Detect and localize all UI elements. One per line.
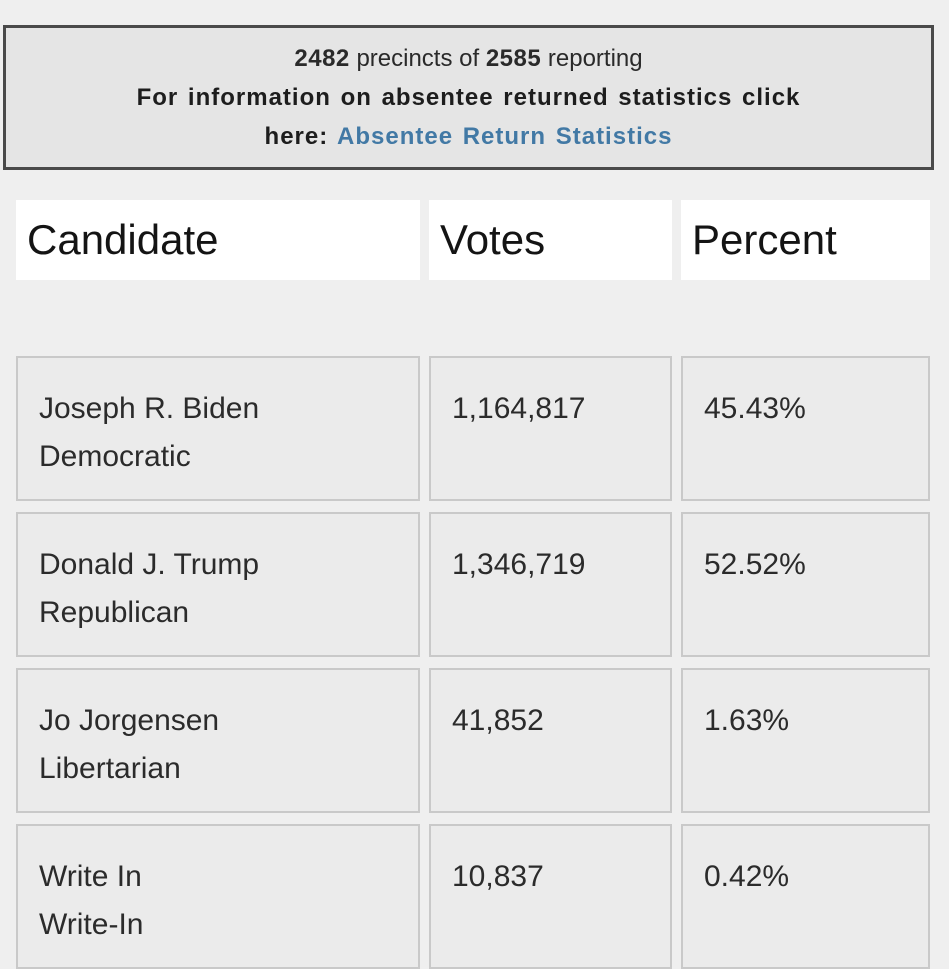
candidate-name: Donald J. Trump (39, 548, 260, 581)
candidate-party: Democratic (39, 440, 191, 473)
votes-cell: 41,852 (429, 668, 672, 813)
candidate-cell: Write In Write-In (16, 824, 420, 969)
candidate-party: Libertarian (39, 752, 181, 785)
column-header-votes: Votes (429, 200, 672, 280)
votes-cell: 1,164,817 (429, 356, 672, 501)
absentee-return-statistics-link[interactable]: Absentee Return Statistics (337, 123, 673, 150)
precincts-end-text: reporting (547, 45, 643, 72)
absentee-prompt-prefix: here: (264, 123, 329, 150)
precincts-total-count: 2585 (485, 45, 542, 72)
absentee-prompt-line2: here: Absentee Return Statistics (6, 117, 931, 156)
candidate-cell: Jo Jorgensen Libertarian (16, 668, 420, 813)
precincts-reporting-count: 2482 (294, 45, 350, 72)
candidate-cell: Donald J. Trump Republican (16, 512, 420, 657)
candidate-party: Write-In (39, 908, 144, 941)
percent-cell: 52.52% (681, 512, 930, 657)
election-results-table: Candidate Votes Percent Joseph R. Biden … (16, 200, 930, 969)
votes-cell: 1,346,719 (429, 512, 672, 657)
candidate-name: Write In (39, 860, 142, 893)
precincts-middle-text: precincts of (356, 45, 480, 72)
precincts-info-box: 2482 precincts of 2585 reporting For inf… (3, 25, 934, 170)
candidate-name: Jo Jorgensen (39, 704, 220, 737)
column-header-percent: Percent (681, 200, 930, 280)
percent-cell: 0.42% (681, 824, 930, 969)
column-header-candidate: Candidate (16, 200, 420, 280)
absentee-prompt-line1: For information on absentee returned sta… (136, 84, 801, 111)
votes-cell: 10,837 (429, 824, 672, 969)
precincts-reporting-line: 2482 precincts of 2585 reporting (6, 39, 931, 78)
percent-cell: 1.63% (681, 668, 930, 813)
candidate-cell: Joseph R. Biden Democratic (16, 356, 420, 501)
candidate-name: Joseph R. Biden (39, 392, 260, 425)
candidate-party: Republican (39, 596, 190, 629)
percent-cell: 45.43% (681, 356, 930, 501)
